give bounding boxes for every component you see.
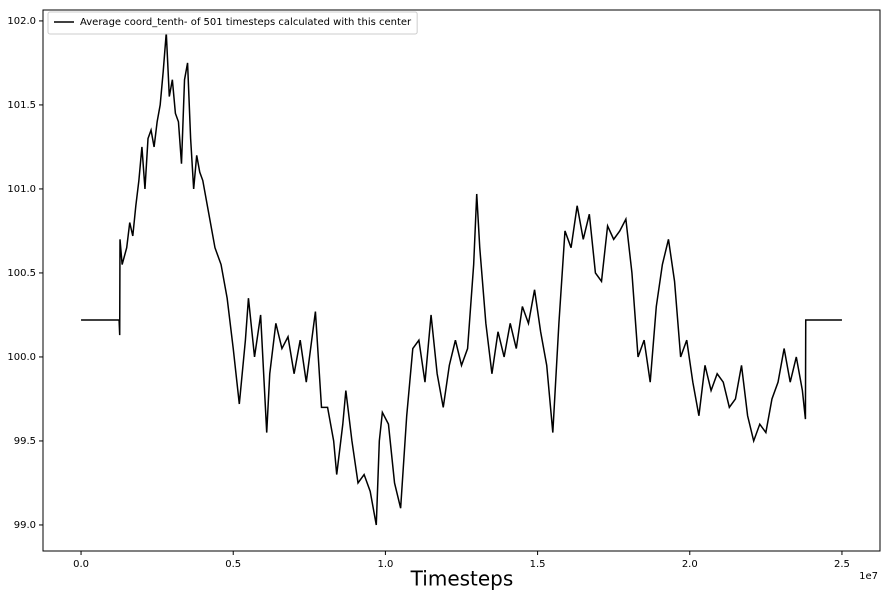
data-line — [81, 32, 842, 526]
y-tick-label: 101.5 — [7, 100, 36, 111]
x-offset-label: 1e7 — [859, 571, 878, 582]
plot-frame — [42, 9, 881, 552]
y-tick-label: 99.5 — [14, 436, 36, 447]
x-tick-label: 1.5 — [530, 559, 546, 570]
y-tick-label: 100.0 — [7, 352, 36, 363]
x-axis-label: Timesteps — [410, 567, 514, 591]
x-tick-label: 2.0 — [682, 559, 698, 570]
y-tick-label: 100.5 — [7, 268, 36, 279]
y-tick-label: 101.0 — [7, 184, 36, 195]
y-tick-label: 99.0 — [14, 520, 36, 531]
x-tick-label: 1.0 — [377, 559, 393, 570]
x-tick-label: 0.0 — [73, 559, 89, 570]
legend-box — [47, 11, 418, 35]
y-tick-label: 102.0 — [7, 16, 36, 27]
x-tick-label: 2.5 — [834, 559, 850, 570]
legend-label: Average coord_tenth- of 501 timesteps ca… — [80, 17, 412, 28]
x-tick-label: 0.5 — [225, 559, 241, 570]
